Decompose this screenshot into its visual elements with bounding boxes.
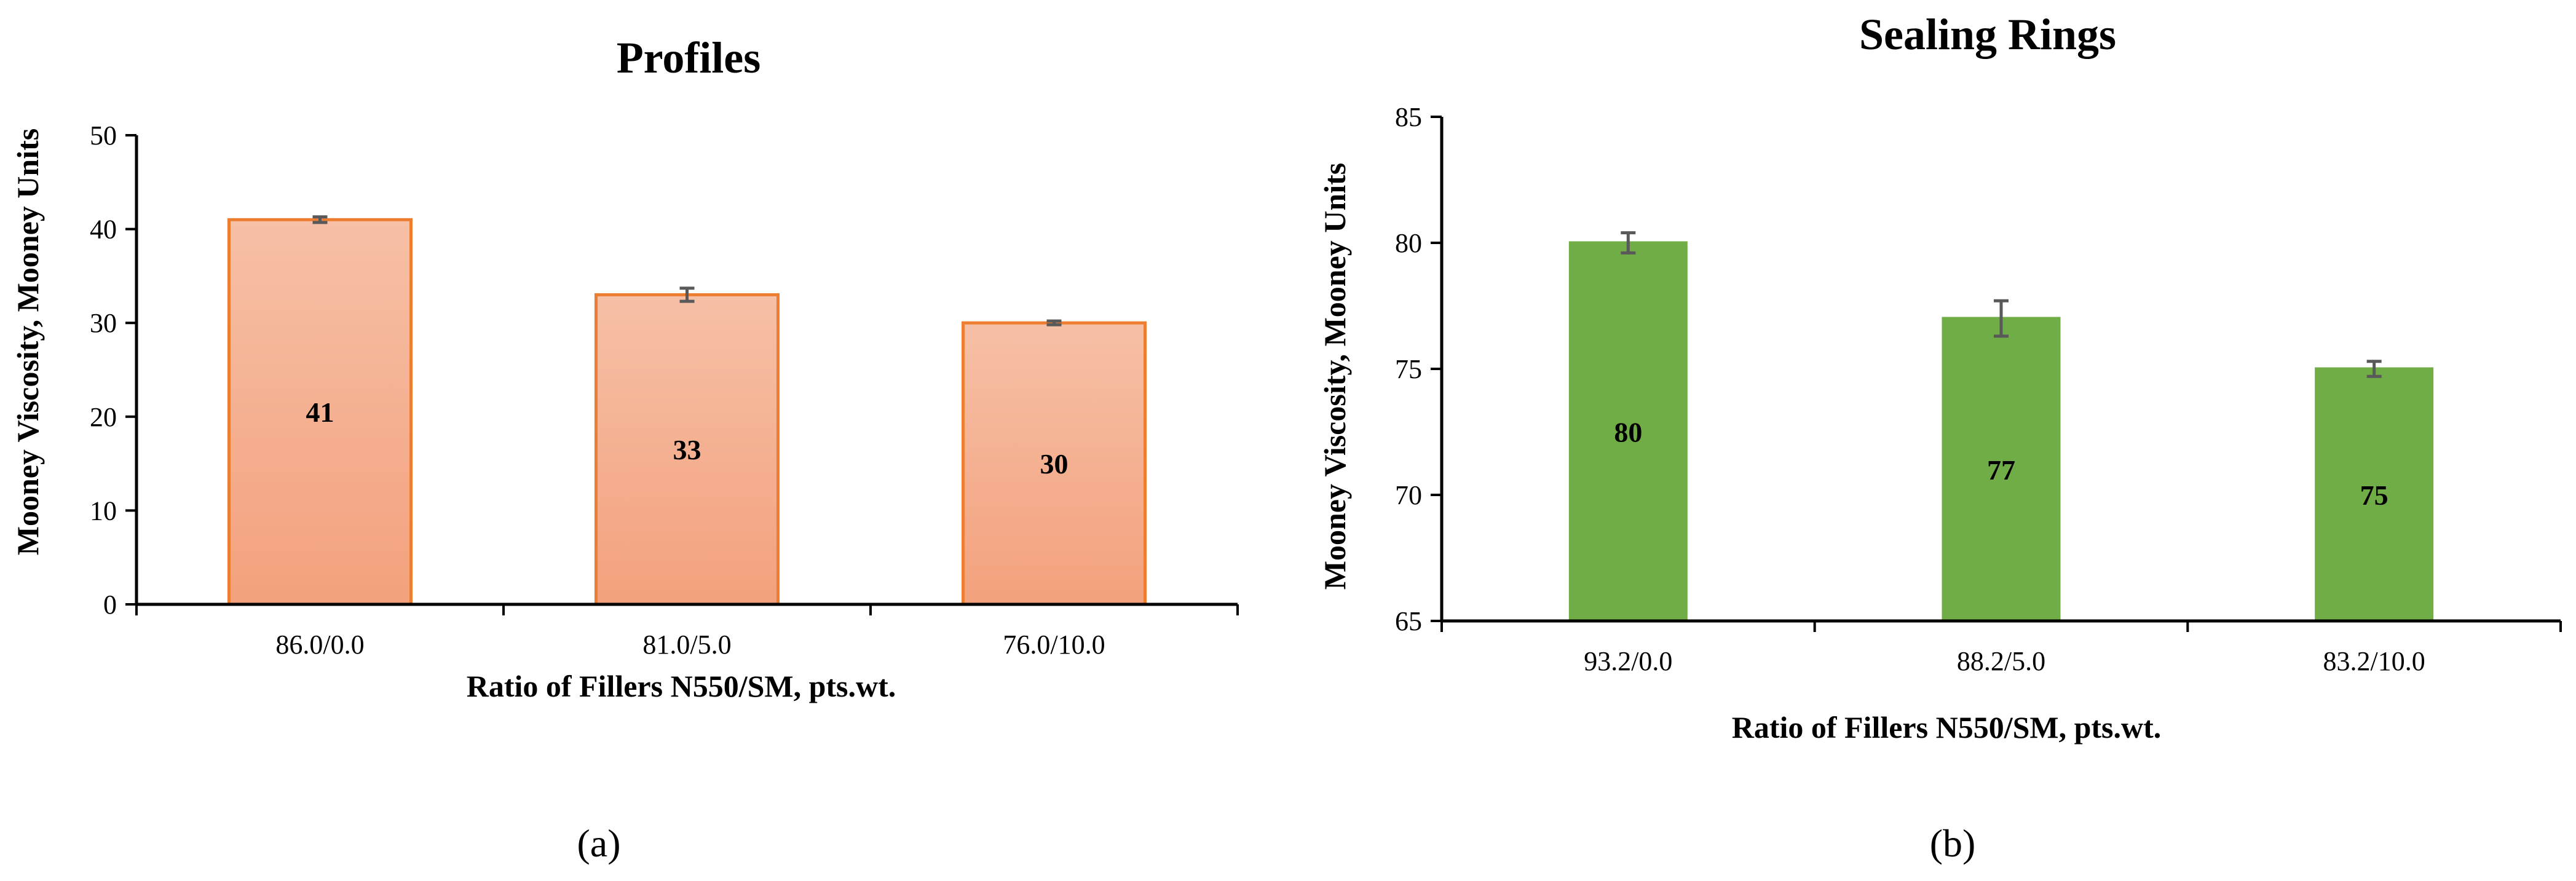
data-label: 77	[1987, 454, 2015, 486]
error-bar	[679, 286, 695, 303]
chart-profiles: Profiles Mooney Viscosity, Mooney Units …	[10, 33, 1239, 865]
data-label: 75	[2360, 480, 2388, 511]
data-labels: 80 77 75	[1614, 417, 2388, 512]
y-axis-label: Mooney Viscosity, Mooney Units	[10, 128, 45, 555]
data-labels: 41 33 30	[306, 397, 1069, 480]
y-tick-label: 75	[1395, 354, 1422, 384]
bar-series	[227, 218, 1147, 606]
x-axis-ticks: 93.2/0.0 88.2/5.0 83.2/10.0	[1440, 621, 2562, 676]
x-axis-label: Ratio of Fillers N550/SM, pts.wt.	[467, 669, 896, 703]
panel-label: (b)	[1930, 821, 1976, 865]
y-tick-label: 85	[1395, 102, 1422, 132]
error-bar	[312, 215, 328, 224]
panel-label: (a)	[577, 821, 620, 865]
y-tick-label: 50	[90, 120, 117, 151]
y-axis-ticks: 65 70 75 80 85	[1395, 102, 1442, 636]
y-tick-label: 40	[90, 215, 117, 245]
data-label: 80	[1614, 417, 1642, 448]
x-axis-label: Ratio of Fillers N550/SM, pts.wt.	[1732, 710, 2162, 745]
y-axis-ticks: 0 10 20 30 40 50	[90, 120, 136, 620]
x-tick-label: 93.2/0.0	[1584, 646, 1672, 676]
x-tick-label: 83.2/10.0	[2323, 646, 2425, 676]
x-tick-label: 76.0/10.0	[1003, 630, 1105, 660]
error-bars	[312, 215, 1062, 326]
error-bar	[1046, 319, 1062, 326]
x-axis-ticks: 86.0/0.0 81.0/5.0 76.0/10.0	[135, 604, 1239, 660]
data-label: 41	[306, 397, 334, 428]
y-tick-label: 0	[103, 590, 117, 620]
error-bars	[1621, 231, 2382, 378]
bar	[595, 293, 780, 606]
x-tick-label: 88.2/5.0	[1957, 646, 2045, 676]
error-bar	[1621, 231, 1636, 255]
y-tick-label: 10	[90, 496, 117, 526]
chart-title: Profiles	[617, 33, 761, 82]
y-tick-label: 70	[1395, 480, 1422, 510]
y-tick-label: 80	[1395, 228, 1422, 258]
x-tick-label: 81.0/5.0	[642, 630, 731, 660]
y-tick-label: 30	[90, 308, 117, 338]
chart-sealing-rings: Sealing Rings Mooney Viscosity, Mooney U…	[1318, 10, 2562, 865]
y-axis-label: Mooney Viscosity, Mooney Units	[1318, 163, 1352, 590]
data-label: 33	[673, 434, 701, 465]
error-bar	[1994, 299, 2009, 338]
chart-title: Sealing Rings	[1859, 10, 2116, 59]
x-tick-label: 86.0/0.0	[275, 630, 364, 660]
error-bar	[2366, 360, 2382, 378]
y-tick-label: 65	[1395, 606, 1422, 636]
y-tick-label: 20	[90, 402, 117, 432]
data-label: 30	[1040, 448, 1069, 480]
